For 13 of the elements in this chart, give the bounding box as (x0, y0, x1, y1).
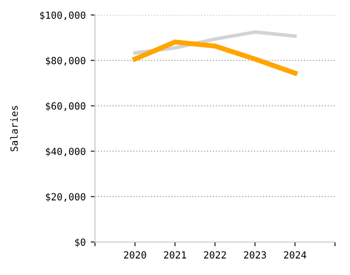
x-tick-label: 2020 (124, 251, 146, 259)
x-tick-label: 2021 (164, 251, 186, 259)
x-tick-label: 2024 (284, 251, 306, 259)
y-tick-label: $100,000 (40, 11, 86, 20)
y-tick-label: $40,000 (46, 148, 86, 156)
x-tick-label: 2022 (204, 251, 226, 259)
y-tick-label: $20,000 (46, 192, 86, 202)
y-axis-title: Salaries (10, 106, 18, 152)
x-tick-label: 2023 (244, 251, 266, 259)
y-tick-label: $80,000 (46, 56, 86, 66)
y-tick-label: $0 (75, 238, 86, 248)
line-series (132, 40, 298, 76)
y-tick-label: $60,000 (46, 102, 86, 111)
